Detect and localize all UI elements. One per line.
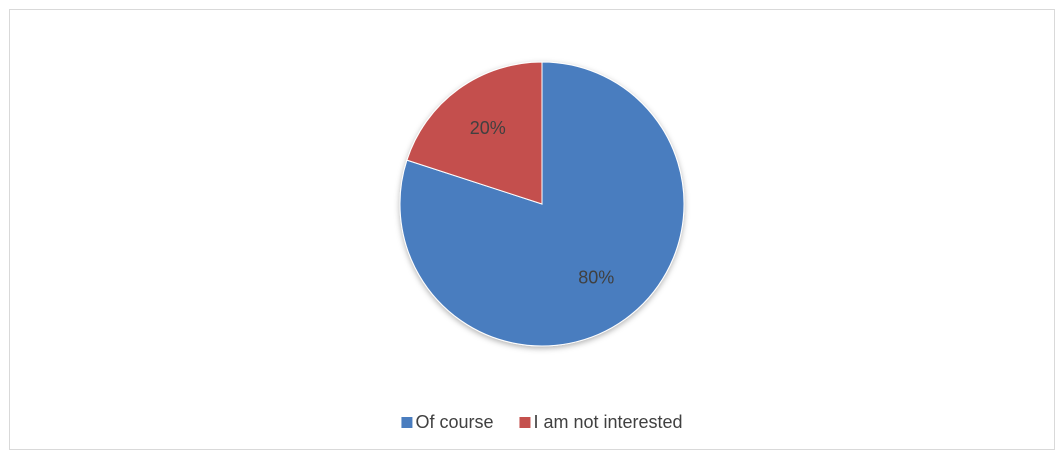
legend-swatch: [401, 417, 413, 428]
legend-swatch: [519, 417, 531, 428]
pie: [399, 61, 685, 347]
data-label: 20%: [470, 118, 506, 138]
legend-label: I am not interested: [533, 412, 682, 432]
data-label: 80%: [578, 267, 614, 287]
legend-label: Of course: [415, 412, 493, 432]
pie-slice: [406, 61, 543, 205]
